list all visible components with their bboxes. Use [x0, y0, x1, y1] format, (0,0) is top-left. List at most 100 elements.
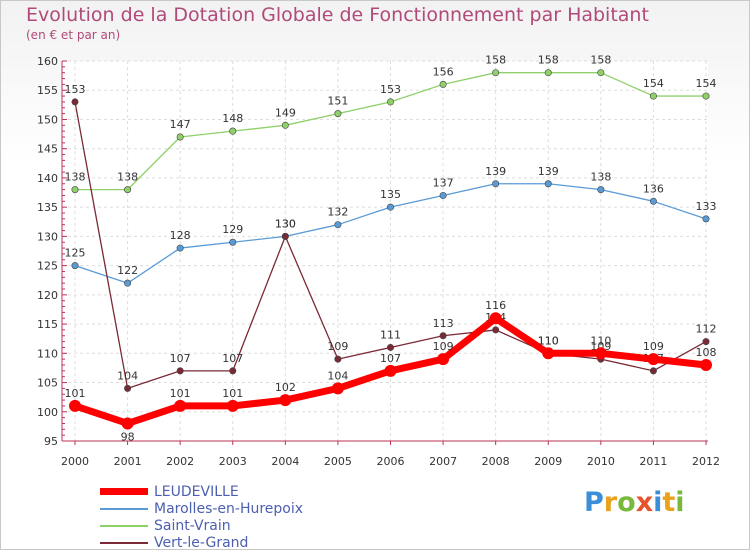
- data-label: 101: [222, 387, 243, 400]
- data-label: 122: [117, 264, 138, 277]
- x-tick-label: 2012: [692, 455, 720, 468]
- data-label: 111: [380, 328, 401, 341]
- data-label: 139: [538, 165, 559, 178]
- y-tick-label: 140: [37, 172, 58, 185]
- data-label: 110: [538, 334, 559, 347]
- y-tick-label: 110: [37, 347, 58, 360]
- data-point: [124, 384, 132, 392]
- data-point: [649, 197, 657, 205]
- y-tick-label: 135: [37, 201, 58, 214]
- data-point: [176, 133, 184, 141]
- data-label: 104: [117, 369, 138, 382]
- data-point: [334, 221, 342, 229]
- legend-item: LEUDEVILLE: [100, 483, 303, 500]
- legend-label: LEUDEVILLE: [154, 483, 239, 500]
- data-point: [492, 69, 500, 77]
- data-label: 138: [590, 171, 611, 184]
- legend-swatch: [100, 541, 148, 544]
- data-label: 101: [65, 387, 86, 400]
- legend-swatch: [100, 488, 148, 495]
- data-label: 109: [327, 340, 348, 353]
- proxiti-logo: Proxiti: [584, 487, 685, 518]
- legend-label: Vert-le-Grand: [154, 534, 249, 551]
- data-point: [386, 343, 394, 351]
- data-label: 137: [433, 176, 454, 189]
- data-point: [439, 332, 447, 340]
- data-point: [594, 347, 607, 360]
- data-label: 151: [327, 95, 348, 108]
- data-point: [386, 203, 394, 211]
- data-point: [439, 191, 447, 199]
- legend: LEUDEVILLE Marolles-en-Hurepoix Saint-Vrai…: [100, 483, 303, 551]
- data-point: [649, 92, 657, 100]
- data-point: [281, 121, 289, 129]
- data-label: 107: [380, 352, 401, 365]
- data-point: [176, 367, 184, 375]
- data-point: [386, 98, 394, 106]
- data-label: 153: [65, 83, 86, 96]
- legend-swatch: [100, 507, 148, 510]
- data-label: 158: [590, 54, 611, 67]
- data-point: [174, 399, 187, 412]
- y-tick-label: 160: [37, 55, 58, 68]
- y-tick-label: 100: [37, 406, 58, 419]
- y-tick-label: 130: [37, 230, 58, 243]
- y-tick-label: 95: [44, 435, 58, 448]
- data-point: [492, 326, 500, 334]
- legend-swatch: [100, 524, 148, 527]
- data-point: [71, 186, 79, 194]
- data-label: 154: [696, 77, 717, 90]
- x-tick-label: 2005: [324, 455, 352, 468]
- data-label: 153: [380, 83, 401, 96]
- y-tick-label: 120: [37, 289, 58, 302]
- data-point: [597, 69, 605, 77]
- data-label: 158: [538, 54, 559, 67]
- data-label: 108: [696, 346, 717, 359]
- data-point: [279, 394, 292, 407]
- data-point: [649, 367, 657, 375]
- data-point: [334, 355, 342, 363]
- x-tick-label: 2006: [377, 455, 405, 468]
- data-point: [124, 279, 132, 287]
- data-label: 138: [117, 171, 138, 184]
- data-point: [226, 399, 239, 412]
- data-label: 156: [433, 65, 454, 78]
- data-label: 135: [380, 188, 401, 201]
- data-point: [71, 98, 79, 106]
- x-tick-label: 2010: [587, 455, 615, 468]
- data-label: 109: [643, 340, 664, 353]
- x-tick-label: 2011: [639, 455, 667, 468]
- data-label: 154: [643, 77, 664, 90]
- data-point: [176, 244, 184, 252]
- data-label: 110: [538, 334, 559, 347]
- data-label: 139: [485, 165, 506, 178]
- legend-label: Saint-Vrain: [154, 517, 231, 534]
- data-point: [597, 186, 605, 194]
- data-point: [281, 232, 289, 240]
- legend-item: Marolles-en-Hurepoix: [100, 500, 303, 517]
- data-label: 112: [696, 323, 717, 336]
- data-label: 132: [327, 206, 348, 219]
- x-tick-label: 2001: [114, 455, 142, 468]
- data-point: [702, 338, 710, 346]
- data-label: 138: [65, 171, 86, 184]
- data-point: [544, 180, 552, 188]
- data-label: 98: [121, 430, 135, 443]
- data-point: [544, 69, 552, 77]
- data-point: [492, 180, 500, 188]
- data-point: [700, 359, 712, 371]
- x-tick-label: 2000: [61, 455, 89, 468]
- data-label: 107: [222, 352, 243, 365]
- data-label: 113: [433, 317, 454, 330]
- data-label: 158: [485, 54, 506, 67]
- data-label: 133: [696, 200, 717, 213]
- data-point: [121, 417, 134, 430]
- data-point: [489, 312, 502, 325]
- plot-area: [62, 61, 708, 441]
- data-label: 101: [170, 387, 191, 400]
- data-point: [647, 353, 660, 366]
- data-point: [334, 110, 342, 118]
- data-point: [69, 399, 81, 412]
- data-label: 129: [222, 223, 243, 236]
